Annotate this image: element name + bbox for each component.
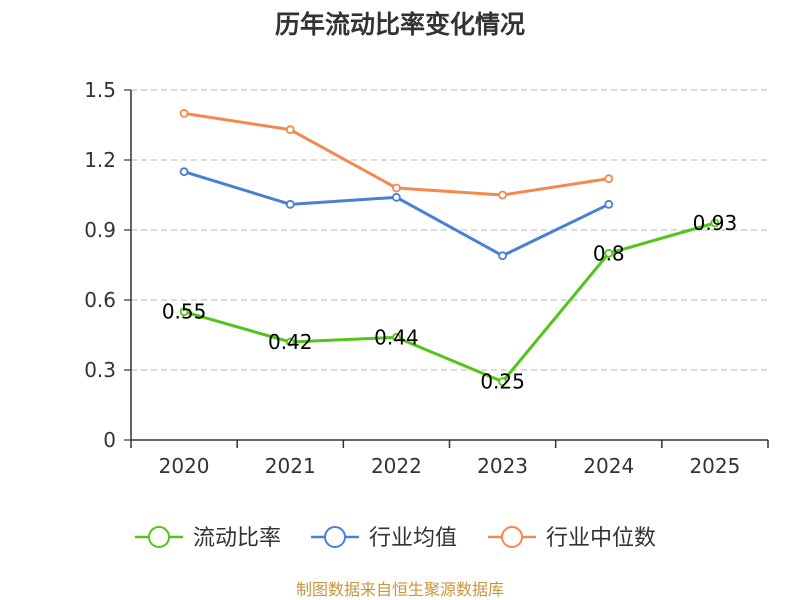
series-line-1 (183, 221, 716, 384)
series-group (179, 108, 720, 387)
y-tick-label: 0.6 (84, 288, 116, 312)
legend-marker (148, 526, 170, 548)
data-label: 0.8 (593, 241, 625, 265)
data-point (392, 183, 401, 193)
data-point (179, 307, 189, 317)
data-point (498, 251, 507, 261)
data-label: 0.44 (374, 325, 419, 349)
x-tick-label: 2022 (371, 454, 422, 478)
legend-label: 行业中位数 (546, 526, 656, 551)
y-axis-tick-labels: 0 0.3 0.6 0.9 1.2 1.5 (84, 78, 116, 452)
x-axis-tick-labels: 2020 2021 2022 2023 2024 2025 (159, 454, 741, 478)
data-label: 0.55 (162, 300, 207, 324)
y-tick-label: 0.3 (84, 358, 116, 382)
legend-item[interactable]: 行业中位数 (488, 526, 656, 551)
data-label: 0.93 (693, 211, 738, 235)
data-point (498, 377, 507, 387)
axes (124, 89, 769, 448)
y-tick-label: 0 (103, 428, 116, 452)
legend-label: 行业均值 (369, 526, 457, 551)
legend-item[interactable]: 行业均值 (311, 526, 457, 551)
data-point (179, 108, 189, 118)
x-tick-label: 2021 (265, 454, 316, 478)
series-line-3 (183, 111, 609, 197)
data-point (498, 190, 507, 200)
data-point (392, 192, 401, 202)
legend: 流动比率 行业均值 行业中位数 (135, 526, 656, 551)
legend-marker (501, 526, 523, 548)
x-tick-label: 2020 (159, 454, 210, 478)
data-point (285, 337, 295, 347)
chart-title: 历年流动比率变化情况 (275, 10, 525, 39)
legend-item[interactable]: 流动比率 (135, 526, 281, 551)
data-point (392, 332, 401, 342)
legend-label: 流动比率 (193, 526, 281, 551)
data-labels: 0.55 0.42 0.44 0.25 0.8 0.93 (162, 211, 737, 394)
data-point (710, 218, 720, 228)
x-tick-label: 2023 (477, 454, 528, 478)
source-note: 制图数据来自恒生聚源数据库 (296, 580, 504, 599)
data-label: 0.42 (268, 330, 313, 354)
grid-lines (131, 89, 768, 371)
data-point (604, 248, 614, 258)
data-point (604, 174, 614, 184)
data-label: 0.25 (480, 370, 525, 394)
data-point (604, 199, 614, 209)
x-tick-label: 2024 (583, 454, 634, 478)
legend-marker (324, 526, 346, 548)
data-point (285, 199, 295, 209)
y-tick-label: 0.9 (84, 218, 116, 242)
data-point (285, 125, 295, 135)
x-tick-label: 2025 (689, 454, 740, 478)
y-tick-label: 1.2 (84, 148, 116, 172)
y-tick-label: 1.5 (84, 78, 116, 102)
data-point (179, 167, 189, 177)
